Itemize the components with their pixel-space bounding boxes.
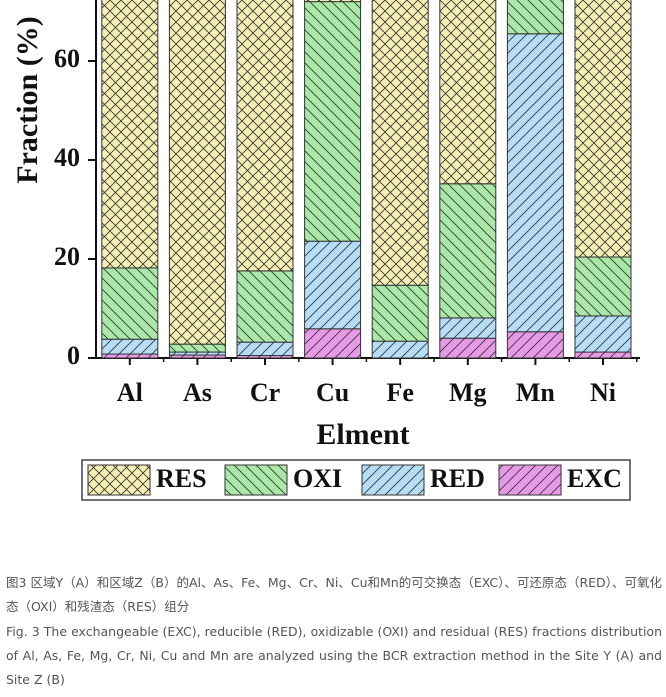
bar-segment bbox=[371, 0, 429, 286]
y-tick-label: 20 bbox=[54, 242, 80, 271]
bar-segment bbox=[168, 0, 226, 345]
legend-label: EXC bbox=[567, 464, 622, 493]
x-tick-label: Al bbox=[117, 378, 143, 407]
bar-segment bbox=[439, 337, 497, 359]
bar-segment bbox=[439, 183, 497, 319]
y-tick-label: 40 bbox=[54, 143, 80, 172]
bar-segment bbox=[101, 353, 159, 359]
bar-segment bbox=[304, 0, 362, 3]
chart: Fraction (%) Elment 0 20 40 60 Al As Cr Cu Fe Mg M… bbox=[11, 0, 640, 501]
x-tick-label: As bbox=[183, 378, 212, 407]
y-axis-title: Fraction (%) bbox=[11, 16, 44, 183]
bar-segment bbox=[439, 0, 497, 185]
caption-english: Fig. 3 The exchangeable (EXC), reducible… bbox=[6, 624, 662, 687]
legend-frame bbox=[81, 459, 631, 501]
caption-chinese: 图3 区域Y（A）和区域Z（B）的Al、As、Fe、Mg、Cr、Ni、Cu和Mn… bbox=[6, 575, 662, 614]
legend-label: RED bbox=[430, 464, 485, 493]
x-axis-title: Elment bbox=[316, 418, 409, 451]
bar-segment bbox=[371, 284, 429, 342]
bar-segment bbox=[304, 328, 362, 359]
bar-segment bbox=[101, 267, 159, 340]
x-tick-label: Mg bbox=[449, 378, 487, 407]
bar-segment bbox=[236, 270, 294, 343]
y-tick-label: 0 bbox=[67, 341, 80, 370]
legend-swatch bbox=[361, 464, 425, 496]
legend-swatch bbox=[498, 464, 562, 496]
x-tick-label: Fe bbox=[386, 378, 413, 407]
x-tick-label: Ni bbox=[590, 378, 616, 407]
bar-segment bbox=[371, 340, 429, 359]
bar-segment bbox=[236, 0, 294, 272]
x-tick-label: Cr bbox=[250, 378, 280, 407]
bar-segment bbox=[574, 0, 632, 258]
y-tick-label: 60 bbox=[54, 44, 80, 73]
bar-segment bbox=[574, 256, 632, 317]
bar-segment bbox=[236, 341, 294, 357]
x-tick-label: Mn bbox=[516, 378, 556, 407]
bar-segment bbox=[506, 331, 564, 359]
bar-segment bbox=[506, 33, 564, 333]
legend-swatch bbox=[224, 464, 288, 496]
legend-label: OXI bbox=[293, 464, 342, 493]
bar-segment bbox=[304, 1, 362, 242]
x-tick-label: Cu bbox=[316, 378, 349, 407]
bar-segment bbox=[574, 351, 632, 359]
bar-segment bbox=[101, 0, 159, 269]
bar-segment bbox=[506, 0, 564, 35]
bar-segment bbox=[574, 315, 632, 353]
bar-segment bbox=[439, 317, 497, 339]
bar-segment bbox=[101, 338, 159, 355]
bar-segment bbox=[168, 343, 226, 353]
legend-swatch bbox=[87, 464, 151, 496]
bar-segment bbox=[304, 240, 362, 330]
legend-label: RES bbox=[156, 464, 207, 493]
